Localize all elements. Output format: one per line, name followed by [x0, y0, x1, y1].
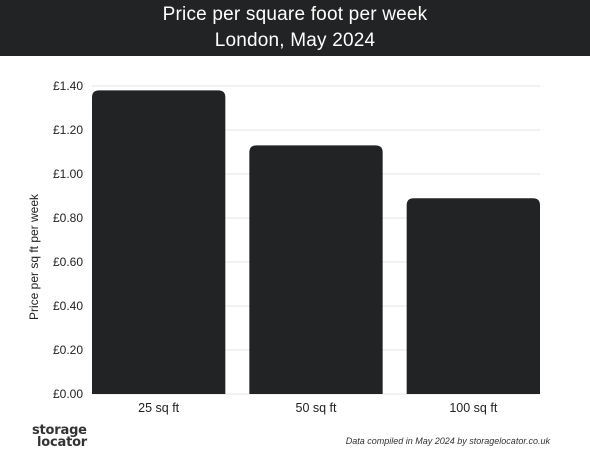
chart-subtitle: London, May 2024: [214, 30, 376, 51]
logo-line-1: storage: [32, 423, 87, 438]
logo-line-2: locator: [37, 435, 88, 450]
x-axis-ticks: 25 sq ft 50 sq ft 100 sq ft: [138, 401, 498, 415]
y-tick-label: £0.40: [53, 299, 83, 313]
bar-25-sq-ft: [92, 90, 226, 395]
chart-title: Price per square foot per week: [162, 4, 428, 25]
y-tick-label: £1.00: [53, 167, 83, 181]
y-axis-ticks: £0.00 £0.20 £0.40 £0.60 £0.80 £1.00 £1.20 £1.40: [53, 79, 83, 401]
bar-100-sq-ft: [406, 198, 540, 394]
y-tick-label: £0.20: [53, 343, 83, 357]
x-tick-label: 100 sq ft: [449, 401, 497, 415]
y-tick-label: £0.80: [53, 211, 83, 225]
y-tick-label: £0.60: [53, 255, 83, 269]
y-tick-label: £1.40: [53, 79, 83, 93]
y-tick-label: £0.00: [53, 387, 83, 401]
bars: [92, 90, 540, 395]
storagelocator-logo: storage locator: [32, 423, 122, 450]
x-tick-label: 50 sq ft: [296, 401, 338, 415]
bar-50-sq-ft: [249, 145, 383, 394]
y-tick-label: £1.20: [53, 123, 83, 137]
y-axis-label: Price per sq ft per week: [27, 193, 41, 320]
source-note: Data compiled in May 2024 by storageloca…: [345, 436, 550, 446]
x-tick-label: 25 sq ft: [138, 401, 180, 415]
chart-header: Price per square foot per week London, M…: [0, 0, 590, 56]
